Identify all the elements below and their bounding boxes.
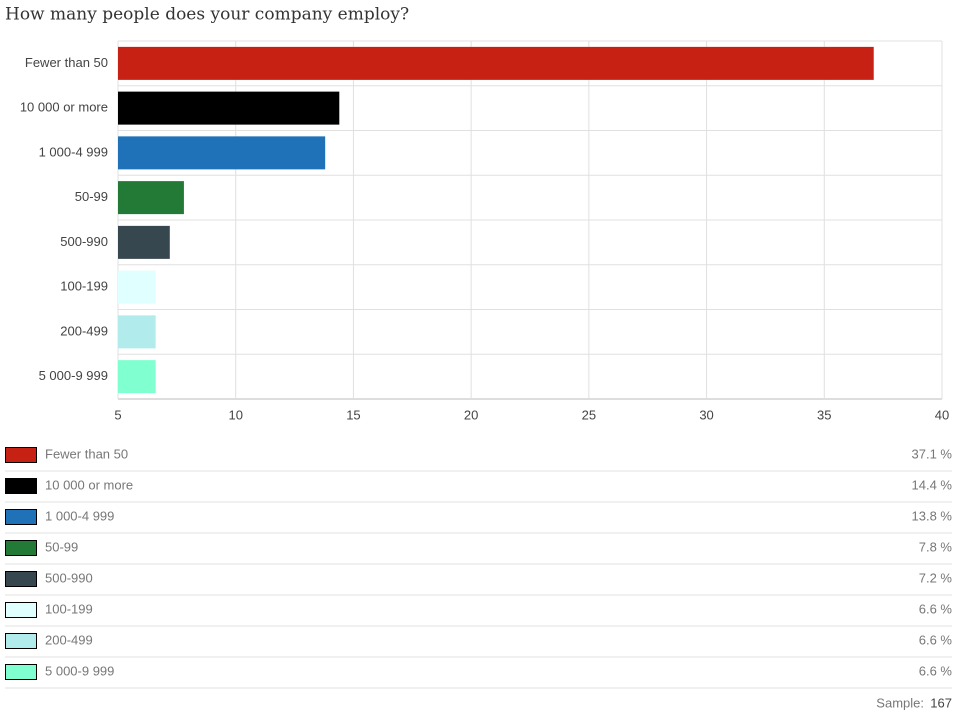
legend-swatch <box>5 571 37 587</box>
x-tick-label: 5 <box>114 407 121 422</box>
y-tick-label: 500-990 <box>60 234 108 249</box>
legend-label: 5 000-9 999 <box>45 663 114 678</box>
legend-label: 10 000 or more <box>45 477 133 492</box>
legend-label: 500-990 <box>45 570 93 585</box>
legend-swatch <box>5 478 37 494</box>
legend-label: 1 000-4 999 <box>45 508 114 523</box>
legend-label: 100-199 <box>45 601 93 616</box>
legend-label: Fewer than 50 <box>45 446 128 461</box>
bar <box>118 360 156 394</box>
chart-title: How many people does your company employ… <box>5 5 409 25</box>
y-tick-label: 10 000 or more <box>20 100 108 115</box>
y-tick-label: 1 000-4 999 <box>39 144 108 159</box>
sample-value: 167 <box>930 695 952 710</box>
x-tick-label: 35 <box>817 407 831 422</box>
y-tick-label: Fewer than 50 <box>25 55 108 70</box>
legend-swatch <box>5 664 37 680</box>
legend-swatch <box>5 633 37 649</box>
value-label: 6.6 % <box>919 632 953 647</box>
x-tick-label: 15 <box>346 407 360 422</box>
x-tick-label: 20 <box>464 407 478 422</box>
sample-label: Sample: <box>876 695 924 710</box>
legend-swatch <box>5 509 37 525</box>
bar <box>118 46 874 80</box>
value-label: 6.6 % <box>919 663 953 678</box>
value-label: 7.8 % <box>919 539 953 554</box>
legend-label: 50-99 <box>45 539 78 554</box>
x-tick-label: 10 <box>228 407 242 422</box>
legend-swatch <box>5 602 37 618</box>
legend-swatch <box>5 447 37 463</box>
value-label: 7.2 % <box>919 570 953 585</box>
value-label: 14.4 % <box>912 477 953 492</box>
value-label: 37.1 % <box>912 446 953 461</box>
legend-swatch <box>5 540 37 556</box>
bar <box>118 225 170 259</box>
value-label: 13.8 % <box>912 508 953 523</box>
bar <box>118 91 340 125</box>
bar <box>118 181 184 215</box>
x-tick-label: 30 <box>699 407 713 422</box>
y-tick-label: 100-199 <box>60 279 108 294</box>
value-label: 6.6 % <box>919 601 953 616</box>
bar <box>118 136 326 170</box>
bar <box>118 270 156 304</box>
bar <box>118 315 156 349</box>
legend-label: 200-499 <box>45 632 93 647</box>
y-tick-label: 200-499 <box>60 323 108 338</box>
x-tick-label: 25 <box>582 407 596 422</box>
y-tick-label: 5 000-9 999 <box>39 368 108 383</box>
y-tick-label: 50-99 <box>75 189 108 204</box>
x-tick-label: 40 <box>935 407 949 422</box>
